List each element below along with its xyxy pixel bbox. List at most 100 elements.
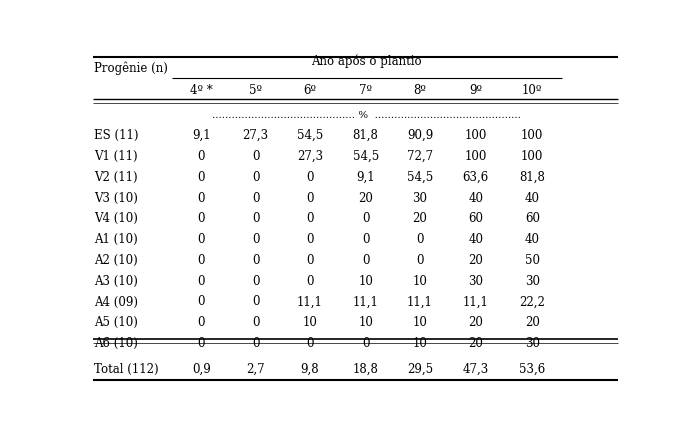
Text: 0: 0: [198, 191, 205, 204]
Text: ES (11): ES (11): [94, 129, 139, 142]
Text: 18,8: 18,8: [353, 362, 378, 375]
Text: 0: 0: [198, 170, 205, 183]
Text: 10: 10: [302, 316, 317, 329]
Text: 20: 20: [412, 212, 428, 225]
Text: 27,3: 27,3: [297, 150, 323, 163]
Text: 11,1: 11,1: [353, 295, 378, 308]
Text: 2,7: 2,7: [246, 362, 265, 375]
Text: 11,1: 11,1: [463, 295, 489, 308]
Text: 7º: 7º: [359, 84, 372, 97]
Text: 60: 60: [525, 212, 540, 225]
Text: 0: 0: [306, 212, 313, 225]
Text: A1 (10): A1 (10): [94, 233, 138, 246]
Text: 100: 100: [464, 150, 487, 163]
Text: ............................................ %  ................................: ........................................…: [212, 111, 521, 120]
Text: 0: 0: [252, 336, 259, 349]
Text: Ano após o plantio: Ano após o plantio: [311, 55, 422, 68]
Text: 81,8: 81,8: [519, 170, 545, 183]
Text: 30: 30: [525, 274, 540, 287]
Text: 0: 0: [252, 170, 259, 183]
Text: 0: 0: [306, 336, 313, 349]
Text: A5 (10): A5 (10): [94, 316, 138, 329]
Text: 0: 0: [252, 316, 259, 329]
Text: 11,1: 11,1: [297, 295, 323, 308]
Text: A4 (09): A4 (09): [94, 295, 139, 308]
Text: 0: 0: [252, 150, 259, 163]
Text: V4 (10): V4 (10): [94, 212, 138, 225]
Text: 10: 10: [412, 316, 428, 329]
Text: V1 (11): V1 (11): [94, 150, 138, 163]
Text: 100: 100: [521, 129, 543, 142]
Text: 81,8: 81,8: [353, 129, 378, 142]
Text: 0: 0: [198, 150, 205, 163]
Text: 72,7: 72,7: [407, 150, 433, 163]
Text: 27,3: 27,3: [243, 129, 269, 142]
Text: 9º: 9º: [469, 84, 482, 97]
Text: 0: 0: [252, 212, 259, 225]
Text: 10: 10: [358, 316, 373, 329]
Text: 0: 0: [362, 253, 369, 266]
Text: 0,9: 0,9: [192, 362, 211, 375]
Text: 20: 20: [468, 316, 483, 329]
Text: 0: 0: [416, 233, 423, 246]
Text: A2 (10): A2 (10): [94, 253, 138, 266]
Text: 0: 0: [198, 316, 205, 329]
Text: V3 (10): V3 (10): [94, 191, 138, 204]
Text: 10º: 10º: [522, 84, 543, 97]
Text: 0: 0: [306, 253, 313, 266]
Text: 0: 0: [198, 212, 205, 225]
Text: V2 (11): V2 (11): [94, 170, 138, 183]
Text: 63,6: 63,6: [462, 170, 489, 183]
Text: 0: 0: [306, 274, 313, 287]
Text: 40: 40: [525, 233, 540, 246]
Text: 9,1: 9,1: [192, 129, 211, 142]
Text: 0: 0: [362, 336, 369, 349]
Text: 11,1: 11,1: [407, 295, 433, 308]
Text: 0: 0: [252, 191, 259, 204]
Text: 54,5: 54,5: [353, 150, 379, 163]
Text: 90,9: 90,9: [407, 129, 433, 142]
Text: 0: 0: [362, 233, 369, 246]
Text: 54,5: 54,5: [407, 170, 433, 183]
Text: 0: 0: [416, 253, 423, 266]
Text: 0: 0: [306, 170, 313, 183]
Text: 0: 0: [198, 274, 205, 287]
Text: 40: 40: [468, 233, 483, 246]
Text: 30: 30: [525, 336, 540, 349]
Text: 30: 30: [468, 274, 483, 287]
Text: 40: 40: [468, 191, 483, 204]
Text: 47,3: 47,3: [462, 362, 489, 375]
Text: 100: 100: [521, 150, 543, 163]
Text: 53,6: 53,6: [519, 362, 545, 375]
Text: 20: 20: [468, 336, 483, 349]
Text: 0: 0: [198, 336, 205, 349]
Text: 29,5: 29,5: [407, 362, 433, 375]
Text: 40: 40: [525, 191, 540, 204]
Text: 0: 0: [198, 233, 205, 246]
Text: 20: 20: [468, 253, 483, 266]
Text: 0: 0: [252, 274, 259, 287]
Text: 6º: 6º: [304, 84, 316, 97]
Text: A3 (10): A3 (10): [94, 274, 138, 287]
Text: 20: 20: [358, 191, 373, 204]
Text: 60: 60: [468, 212, 483, 225]
Text: 9,1: 9,1: [356, 170, 375, 183]
Text: Progênie (n): Progênie (n): [94, 61, 168, 74]
Text: 0: 0: [362, 212, 369, 225]
Text: 0: 0: [198, 295, 205, 308]
Text: 4º *: 4º *: [190, 84, 213, 97]
Text: Total (112): Total (112): [94, 362, 159, 375]
Text: 0: 0: [252, 253, 259, 266]
Text: 10: 10: [412, 274, 428, 287]
Text: A6 (10): A6 (10): [94, 336, 138, 349]
Text: 22,2: 22,2: [519, 295, 545, 308]
Text: 0: 0: [306, 233, 313, 246]
Text: 0: 0: [252, 233, 259, 246]
Text: 8º: 8º: [414, 84, 426, 97]
Text: 10: 10: [358, 274, 373, 287]
Text: 9,8: 9,8: [301, 362, 319, 375]
Text: 0: 0: [306, 191, 313, 204]
Text: 0: 0: [198, 253, 205, 266]
Text: 54,5: 54,5: [297, 129, 323, 142]
Text: 10: 10: [412, 336, 428, 349]
